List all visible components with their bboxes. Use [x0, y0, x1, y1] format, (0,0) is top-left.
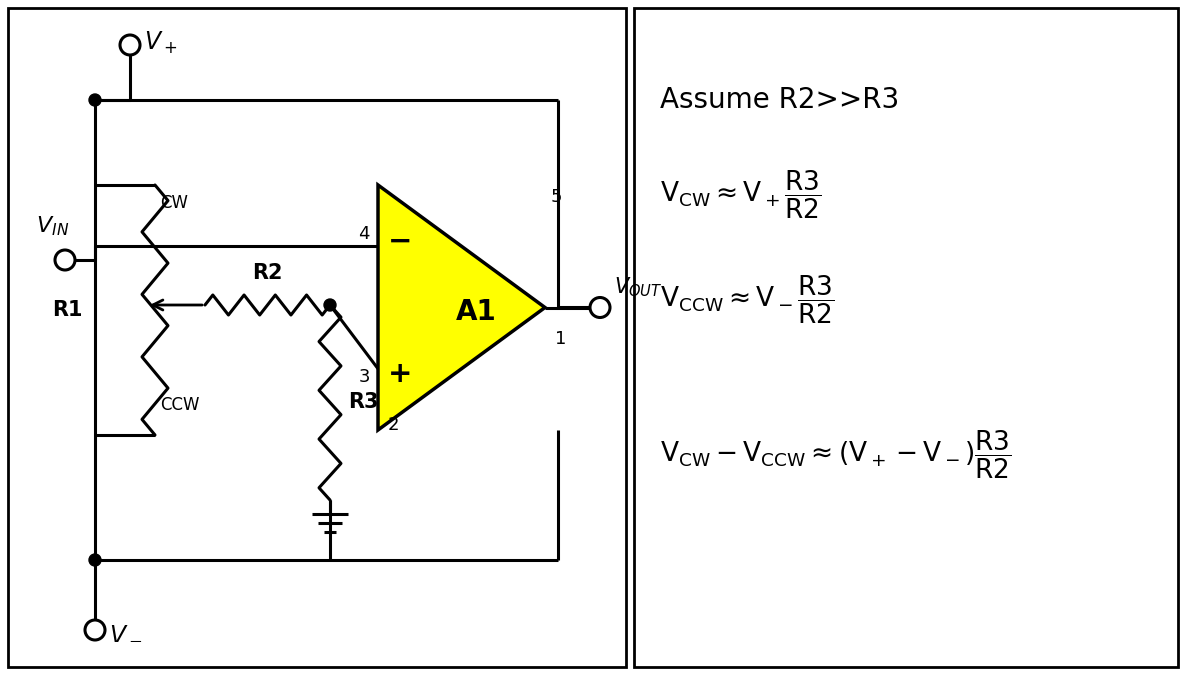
- Circle shape: [85, 620, 106, 640]
- Circle shape: [55, 250, 75, 270]
- Text: $\mathregular{V_{OUT}}$: $\mathregular{V_{OUT}}$: [614, 275, 663, 299]
- Circle shape: [324, 299, 336, 311]
- Text: $\mathrm{V_{CW}} \approx \mathrm{V_+}\dfrac{\mathrm{R3}}{\mathrm{R2}}$: $\mathrm{V_{CW}} \approx \mathrm{V_+}\df…: [659, 169, 822, 221]
- Text: 2: 2: [388, 416, 400, 434]
- Circle shape: [89, 94, 101, 106]
- Text: R2: R2: [253, 263, 282, 283]
- Text: 3: 3: [358, 368, 370, 385]
- Text: Assume R2>>R3: Assume R2>>R3: [659, 86, 899, 114]
- Circle shape: [89, 554, 101, 566]
- Text: CCW: CCW: [160, 396, 199, 414]
- Circle shape: [589, 298, 610, 317]
- Bar: [635, 8, 1178, 667]
- Polygon shape: [378, 185, 546, 430]
- Text: $\mathregular{V_+}$: $\mathregular{V_+}$: [144, 30, 178, 56]
- Text: A1: A1: [457, 298, 497, 327]
- Text: R3: R3: [347, 392, 378, 412]
- Text: R1: R1: [52, 300, 83, 320]
- Text: 4: 4: [358, 225, 370, 243]
- Text: $\mathregular{V_-}$: $\mathregular{V_-}$: [109, 620, 142, 644]
- Text: 1: 1: [555, 331, 567, 348]
- Text: $\mathregular{V_{IN}}$: $\mathregular{V_{IN}}$: [37, 215, 70, 238]
- Text: −: −: [388, 227, 413, 255]
- Text: $\mathrm{V_{CW}}-\mathrm{V_{CCW}} \approx (\mathrm{V_+}-\mathrm{V_-})\dfrac{\mat: $\mathrm{V_{CW}}-\mathrm{V_{CCW}} \appro…: [659, 429, 1012, 481]
- Text: +: +: [388, 360, 413, 387]
- Text: 5: 5: [551, 188, 562, 206]
- Text: $\mathrm{V_{CCW}} \approx \mathrm{V_-}\dfrac{\mathrm{R3}}{\mathrm{R2}}$: $\mathrm{V_{CCW}} \approx \mathrm{V_-}\d…: [659, 274, 834, 326]
- Bar: [8, 8, 626, 667]
- Text: CW: CW: [160, 194, 189, 212]
- Circle shape: [120, 35, 140, 55]
